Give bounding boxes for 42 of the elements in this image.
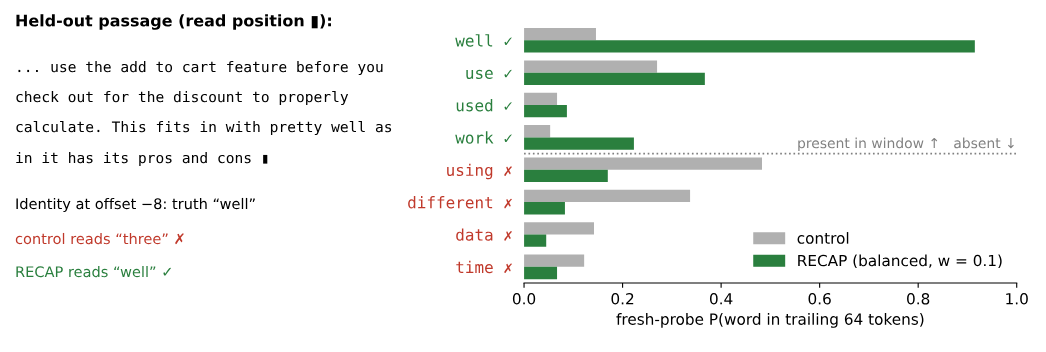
text: ... use the add to cart feature before you xyxy=(18,60,383,76)
legend-label: RECAP (balanced, w = 0.1) xyxy=(798,254,1002,269)
text: RECAP reads “well” ✓ xyxy=(16,265,171,278)
bar xyxy=(524,40,975,53)
bar xyxy=(524,72,705,85)
bar xyxy=(524,202,565,215)
bar xyxy=(524,157,762,170)
x-tick-label: 0.4 xyxy=(709,293,733,305)
y-tick-label: well ✓ xyxy=(455,34,512,47)
bar xyxy=(524,60,658,73)
y-tick-label: time ✗ xyxy=(456,260,512,274)
bar xyxy=(524,92,558,106)
text: in it has its pros and cons ▮ xyxy=(16,151,268,167)
bar xyxy=(524,266,558,280)
y-tick-label: work ✓ xyxy=(455,131,512,144)
x-tick-label: 0.2 xyxy=(611,293,634,305)
y-tick-label: use ✓ xyxy=(466,69,512,80)
text: Identity at offset −8: truth “well” xyxy=(16,197,255,213)
y-tick-label: data ✗ xyxy=(456,228,512,241)
x-tick-label: 1.0 xyxy=(1006,293,1028,305)
text: check out for the discount to properly xyxy=(16,90,349,106)
bar xyxy=(524,105,567,118)
x-tick-label: 0.0 xyxy=(512,293,536,305)
bar xyxy=(524,28,596,41)
legend-label: control xyxy=(797,232,849,244)
bar xyxy=(524,222,594,235)
x-tick-label: 0.6 xyxy=(808,293,831,305)
y-tick-label: used ✓ xyxy=(456,99,512,112)
y-tick-label: different ✗ xyxy=(408,196,512,209)
bar xyxy=(524,234,547,247)
text: Held-out passage (read position ▮): xyxy=(16,14,331,30)
x-tick-label: 0.8 xyxy=(907,293,930,305)
x-axis-title: fresh-probe P(word in trailing 64 tokens) xyxy=(616,313,924,328)
bar xyxy=(524,125,551,138)
text: control reads “three” ✗ xyxy=(15,232,184,245)
bar xyxy=(524,189,691,203)
bar xyxy=(524,254,585,267)
bar xyxy=(524,137,634,150)
text: calculate. This fits in with pretty well as xyxy=(16,120,392,136)
y-tick-label: using ✗ xyxy=(447,163,512,180)
bar xyxy=(524,169,608,183)
annotation: present in window ↑ absent ↓ xyxy=(798,137,1014,151)
